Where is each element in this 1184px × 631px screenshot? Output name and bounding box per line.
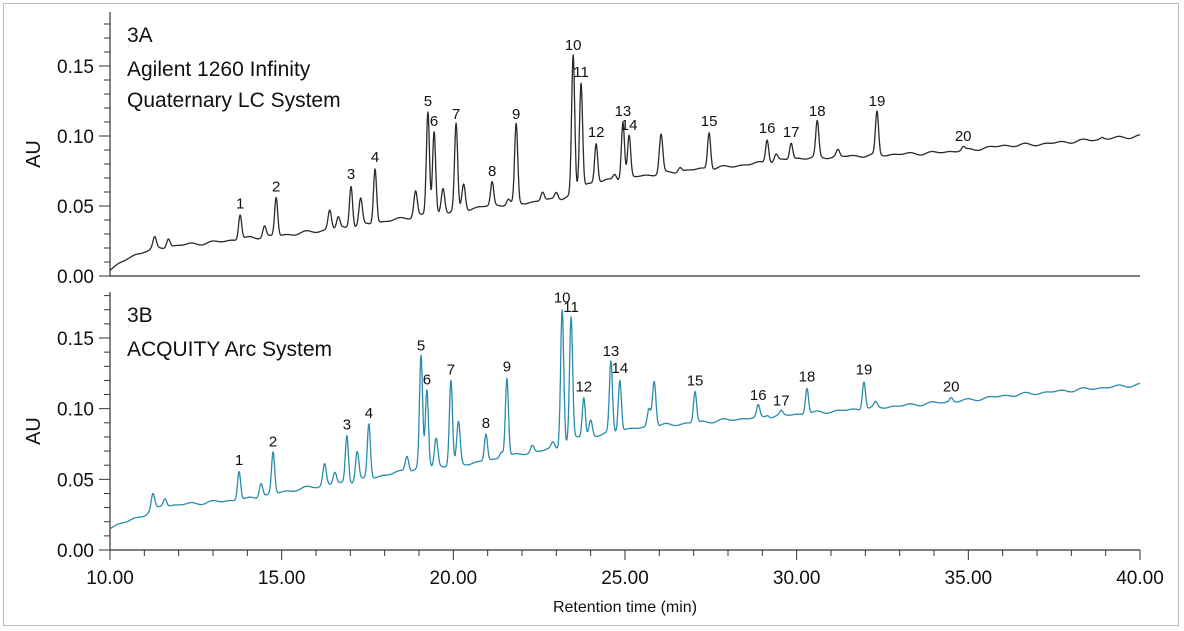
y-tick-label: 0.10 — [57, 400, 94, 421]
peak-label: 1 — [236, 195, 244, 212]
peak-label: 20 — [943, 378, 960, 395]
peak-label: 9 — [512, 106, 520, 123]
panel-3a: 0.00 0.05 0.10 0.15 AU 3A Agilent 1260 Infinit… — [23, 12, 1141, 288]
y-tick-label: 0.00 — [57, 267, 94, 288]
figure-frame — [3, 3, 1179, 626]
peak-label: 7 — [447, 361, 455, 378]
peak-label: 2 — [269, 433, 277, 450]
peak-label: 2 — [272, 179, 280, 196]
peak-label: 6 — [423, 371, 431, 388]
peak-label: 8 — [482, 415, 490, 432]
peak-label: 14 — [612, 360, 629, 377]
y-tick-label: 0.05 — [57, 197, 94, 218]
panel-id: 3B — [127, 304, 153, 327]
peak-label: 13 — [615, 103, 632, 120]
panel-3b: 0.00 0.05 0.10 0.15 AU 3B ACQUITY Arc System 10… — [23, 289, 1164, 616]
peak-label: 14 — [621, 117, 638, 134]
panel-title: Agilent 1260 Infinity — [127, 58, 311, 81]
x-tick-label: 40.00 — [1116, 568, 1164, 589]
x-tick-label: 10.00 — [86, 568, 134, 589]
x-axis-label: Retention time (min) — [553, 599, 697, 616]
y-axis-label: AU — [23, 417, 45, 445]
peak-label: 18 — [809, 103, 826, 120]
peak-label: 10 — [565, 37, 582, 54]
x-tick-label: 25.00 — [601, 568, 649, 589]
y-axis-label: AU — [23, 140, 45, 168]
peak-label: 15 — [701, 113, 718, 130]
peak-label: 16 — [750, 387, 767, 404]
peak-label: 7 — [452, 106, 460, 123]
peak-label: 17 — [773, 392, 790, 409]
peak-label: 4 — [371, 149, 379, 166]
peak-label: 3 — [343, 417, 351, 434]
y-tick-label: 0.15 — [57, 57, 94, 78]
peak-label: 13 — [603, 343, 620, 360]
peak-label: 11 — [573, 64, 589, 81]
peak-label: 3 — [347, 166, 355, 183]
y-tick-label: 0.10 — [57, 127, 94, 148]
peak-label: 8 — [488, 163, 496, 180]
peak-label: 18 — [799, 368, 816, 385]
peak-label: 4 — [365, 405, 373, 422]
y-tick-label: 0.15 — [57, 329, 94, 350]
x-tick-label: 15.00 — [258, 568, 306, 589]
peak-label: 19 — [856, 361, 873, 378]
panel-title: ACQUITY Arc System — [127, 338, 332, 361]
chromatogram-trace — [109, 309, 1141, 530]
x-tick-label: 30.00 — [773, 568, 821, 589]
peak-label: 16 — [759, 120, 776, 137]
y-tick-label: 0.00 — [57, 541, 94, 562]
peak-label: 19 — [869, 93, 886, 110]
x-tick-label: 35.00 — [945, 568, 993, 589]
x-tick-label: 20.00 — [430, 568, 478, 589]
chromatogram-trace — [109, 54, 1141, 271]
peak-label: 5 — [417, 337, 425, 354]
peak-label: 12 — [588, 124, 605, 141]
y-tick-label: 0.05 — [57, 470, 94, 491]
peak-label: 9 — [503, 359, 511, 376]
peak-label: 1 — [235, 452, 243, 469]
peak-label: 5 — [424, 93, 432, 110]
peak-label: 6 — [430, 113, 438, 130]
peak-label: 10 — [554, 289, 571, 306]
peak-label: 20 — [955, 128, 972, 145]
peak-label: 12 — [575, 378, 592, 395]
peak-label: 15 — [687, 373, 704, 390]
panel-title: Quaternary LC System — [127, 89, 341, 112]
panel-id: 3A — [127, 24, 153, 47]
peak-label: 11 — [563, 299, 579, 316]
peak-label: 17 — [783, 124, 800, 141]
